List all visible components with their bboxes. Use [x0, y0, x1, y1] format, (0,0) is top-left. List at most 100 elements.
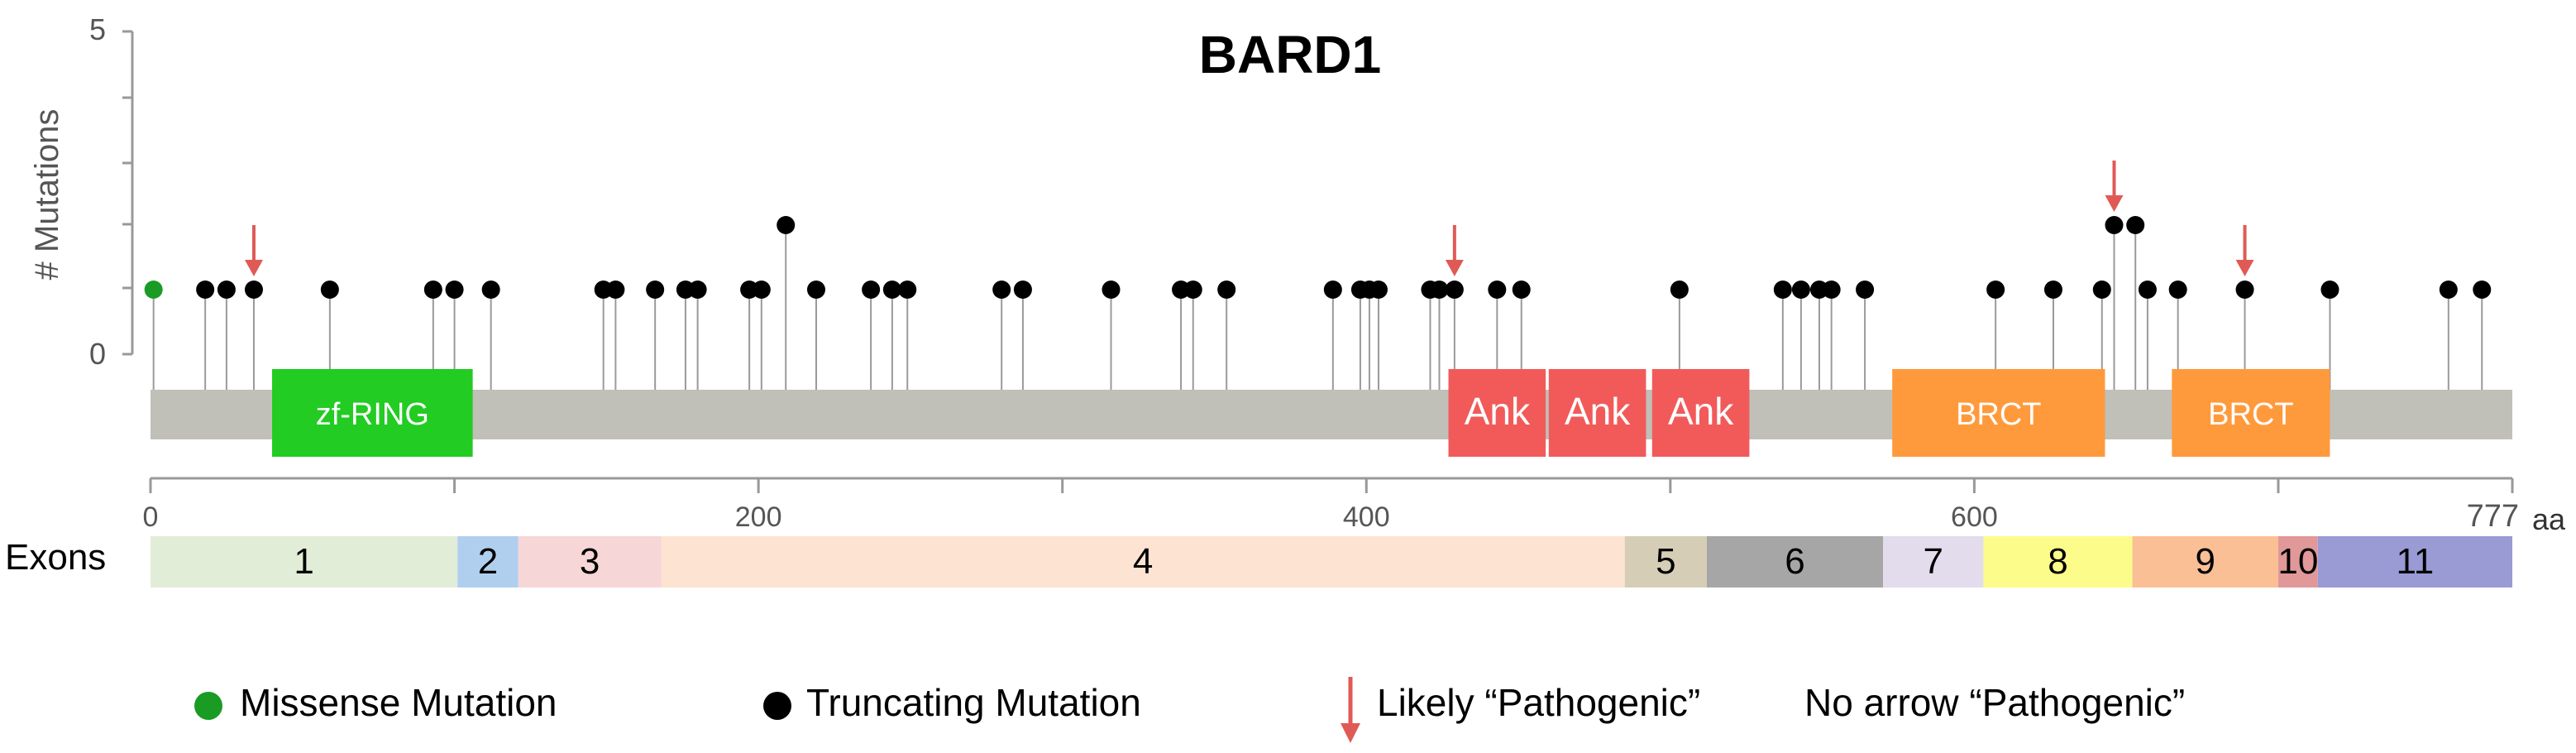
truncating-mutation-dot: [2138, 281, 2157, 299]
truncating-mutation-dot: [1102, 281, 1121, 299]
truncating-mutation-dot: [1856, 281, 1875, 299]
domain-box: [1448, 369, 1546, 457]
truncating-mutation-dot: [2439, 281, 2458, 299]
exon-box: [2317, 536, 2512, 588]
exon-label: 6: [1785, 541, 1804, 582]
truncating-mutation-dot: [217, 281, 236, 299]
arrow-head: [1445, 260, 1464, 276]
exon-box: [1706, 536, 1884, 588]
exon-4: 4: [661, 536, 1625, 588]
domain-box: [272, 369, 473, 457]
truncating-mutation-dot: [2092, 281, 2111, 299]
pathogenic-arrow: [244, 225, 263, 276]
y-axis-label: # Mutations: [29, 109, 65, 281]
truncating-mutation-dot: [2105, 216, 2124, 234]
truncating-mutation-dot: [806, 281, 825, 299]
domain-label: Ank: [1565, 390, 1631, 433]
domain-label: BRCT: [2208, 397, 2293, 432]
domain-label: Ank: [1465, 390, 1531, 433]
legend-likely-pathogenic-label: Likely “Pathogenic”: [1377, 681, 1700, 724]
exon-label: 4: [1133, 541, 1153, 582]
exon-label: 3: [580, 541, 600, 582]
truncating-mutation-dot: [898, 281, 917, 299]
truncating-mutation-dot: [481, 281, 500, 299]
truncating-mutation-dot: [1217, 281, 1236, 299]
domain-ank: Ank: [1651, 369, 1750, 457]
domain-box: [2172, 369, 2330, 457]
legend-missense-dot: [194, 692, 222, 720]
exon-box: [1983, 536, 2133, 588]
legend-truncating-dot: [763, 692, 791, 720]
exon-box: [151, 536, 458, 588]
domain-brct: BRCT: [1892, 369, 2105, 457]
exon-6: 6: [1706, 536, 1884, 588]
domain-box: [1892, 369, 2105, 457]
arrow-head: [244, 260, 263, 276]
exon-11: 11: [2317, 536, 2512, 588]
exon-box: [661, 536, 1625, 588]
mutation-stems: [152, 225, 2483, 390]
y-tick-label-zero: 0: [89, 337, 106, 371]
truncating-mutation-dot: [1488, 281, 1507, 299]
y-axis: 5 0 # Mutations: [29, 12, 134, 371]
legend: Missense Mutation Truncating Mutation Li…: [194, 677, 2185, 743]
exon-label: 1: [294, 541, 313, 582]
pathogenic-arrows: [244, 161, 2254, 276]
truncating-mutation-dot: [1430, 281, 1449, 299]
missense-mutation-dot: [144, 281, 163, 299]
domain-label: zf-RING: [316, 397, 429, 432]
domain-ank: Ank: [1548, 369, 1646, 457]
truncating-mutation-dot: [2126, 216, 2145, 234]
x-tick-label: 200: [735, 501, 782, 533]
truncating-mutation-dot: [1773, 281, 1792, 299]
x-tick-label: 400: [1343, 501, 1390, 533]
legend-missense-label: Missense Mutation: [240, 681, 557, 724]
domain-ank: Ank: [1448, 369, 1546, 457]
exon-7: 7: [1883, 536, 1984, 588]
truncating-mutation-dot: [445, 281, 464, 299]
exon-box: [2277, 536, 2318, 588]
exon-label: 7: [1924, 541, 1943, 582]
exon-10: 10: [2277, 536, 2318, 588]
truncating-mutation-dot: [882, 281, 901, 299]
exon-5: 5: [1624, 536, 1707, 588]
exon-box: [2132, 536, 2278, 588]
truncating-mutation-dot: [1323, 281, 1342, 299]
domain-brct: BRCT: [2172, 369, 2330, 457]
exon-box: [1883, 536, 1984, 588]
arrow-head: [2235, 260, 2254, 276]
truncating-mutation-dot: [2235, 281, 2254, 299]
truncating-mutation-dot: [862, 281, 881, 299]
domain-label: Ank: [1668, 390, 1734, 433]
protein-domains: zf-RING Ank Ank Ank BRCT BRCT: [272, 369, 2330, 457]
x-tick-label: 600: [1951, 501, 1998, 533]
truncating-mutation-dot: [196, 281, 215, 299]
truncating-mutation-dot: [1369, 281, 1388, 299]
truncating-mutation-dot: [423, 281, 442, 299]
exon-box: [518, 536, 662, 588]
exon-label: 2: [478, 541, 498, 582]
legend-arrow-icon: [1341, 677, 1360, 743]
protein-bar: [151, 390, 2512, 439]
y-tick-label-top: 5: [89, 12, 106, 46]
chart-title: BARD1: [1199, 25, 1381, 84]
pathogenic-arrow: [2235, 225, 2254, 276]
domain-box: [1651, 369, 1750, 457]
exon-track: 1 2 3 4 5 6 7 8 9 10 11: [151, 536, 2512, 588]
x-unit-label: aa: [2532, 502, 2566, 536]
exon-2: 2: [457, 536, 519, 588]
truncating-mutation-dot: [1670, 281, 1689, 299]
exon-label: 8: [2048, 541, 2067, 582]
truncating-mutation-dot: [2043, 281, 2062, 299]
pathogenic-arrow: [2105, 161, 2124, 212]
x-tick-label: 777: [2467, 499, 2519, 534]
domain-label: BRCT: [1956, 397, 2041, 432]
exon-label: 9: [2196, 541, 2215, 582]
truncating-mutation-dot: [244, 281, 263, 299]
exon-1: 1: [151, 536, 458, 588]
truncating-mutation-dot: [2168, 281, 2187, 299]
truncating-mutation-dot: [2320, 281, 2339, 299]
legend-truncating-label: Truncating Mutation: [806, 681, 1141, 724]
truncating-mutation-dot: [752, 281, 771, 299]
truncating-mutation-dot: [1512, 281, 1531, 299]
